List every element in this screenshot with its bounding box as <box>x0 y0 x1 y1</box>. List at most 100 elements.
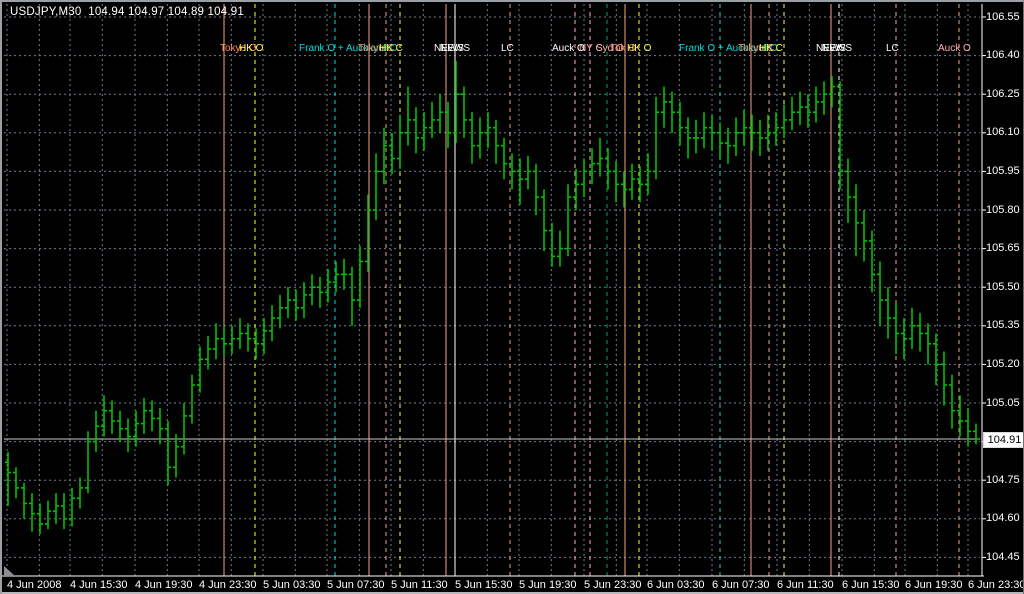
ohlc-bar <box>669 91 675 133</box>
ohlc-bar <box>653 96 659 180</box>
ohlc-bar <box>13 467 19 499</box>
ohlc-bar <box>445 101 451 149</box>
time-axis-label: 6 Jun 19:30 <box>905 579 963 591</box>
ohlc-bar <box>557 230 563 267</box>
ohlc-bar <box>157 408 163 445</box>
ohlc-bar <box>533 163 539 216</box>
ohlc-bar <box>821 81 827 115</box>
time-axis-label: 5 Jun 23:30 <box>584 579 642 591</box>
ohlc-bar <box>325 269 331 303</box>
ohlc-bar <box>405 86 411 146</box>
ohlc-bar <box>573 168 579 210</box>
session-label: NY C <box>579 43 603 54</box>
ohlc-bar <box>493 119 499 164</box>
ohlc-bar <box>869 230 875 293</box>
ohlc-bar <box>397 114 403 169</box>
ohlc-bar <box>205 336 211 370</box>
ohlc-bar <box>517 158 523 205</box>
ohlc-bar <box>133 410 139 447</box>
ohlc-bar <box>285 287 291 319</box>
session-label: Tokyo C <box>738 43 775 54</box>
ohlc-bar <box>949 374 955 429</box>
ohlc-bar <box>373 153 379 221</box>
ohlc-bar <box>597 137 603 177</box>
ohlc-bar <box>461 86 467 138</box>
ohlc-bar <box>829 76 835 108</box>
ohlc-bar <box>141 397 147 434</box>
ohlc-bar <box>93 410 99 452</box>
ohlc-bar <box>885 287 891 339</box>
ohlc-bar <box>221 328 227 357</box>
price-axis-label: 105.05 <box>986 396 1020 409</box>
ohlc-bar <box>789 96 795 131</box>
price-axis-label: 106.40 <box>986 49 1020 62</box>
ohlc-bar <box>525 156 531 190</box>
ohlc-bar <box>581 158 587 198</box>
time-axis-label: 5 Jun 03:30 <box>263 579 321 591</box>
price-axis-label: 105.65 <box>986 242 1020 255</box>
ohlc-bar <box>349 266 355 326</box>
ohlc-bar <box>845 158 851 223</box>
ohlc-bar <box>605 148 611 190</box>
ohlc-bar <box>45 500 51 530</box>
ohlc-bar <box>805 94 811 128</box>
ohlc-bar <box>685 117 691 159</box>
time-axis-label: 6 Jun 15:30 <box>842 579 900 591</box>
ohlc-bar <box>813 86 819 123</box>
ohlc-bar <box>749 114 755 151</box>
session-label: NEWS <box>816 43 846 54</box>
ohlc-bar <box>21 482 27 519</box>
ohlc-bar <box>149 400 155 432</box>
ohlc-bar <box>37 503 43 535</box>
ohlc-bar <box>181 403 187 455</box>
price-axis-label: 106.55 <box>986 10 1020 23</box>
ohlc-bar <box>925 323 931 365</box>
ohlc-bar <box>429 101 435 138</box>
price-axis-label: 105.95 <box>986 164 1020 177</box>
time-axis-label: 6 Jun 23:30 <box>968 579 1024 591</box>
ohlc-bar <box>853 184 859 257</box>
scroll-corner-triangle-icon <box>4 566 15 576</box>
ohlc-bar <box>453 60 459 144</box>
price-axis-label: 105.80 <box>986 203 1020 216</box>
ohlc-bar <box>725 127 731 164</box>
time-axis-label: 5 Jun 07:30 <box>327 579 385 591</box>
ohlc-bar <box>549 222 555 267</box>
session-label: HK C <box>759 43 783 54</box>
session-label: LC <box>886 43 899 54</box>
window-bottom-edge <box>2 592 1023 594</box>
ohlc-bar <box>781 104 787 138</box>
ohlc-bar <box>693 119 699 154</box>
time-axis-label: 4 Jun 15:30 <box>70 579 128 591</box>
ohlc-bar <box>621 171 627 208</box>
price-axis-label: 104.60 <box>986 512 1020 525</box>
ohlc-bar <box>5 451 11 506</box>
ohlc-bar <box>957 395 963 437</box>
ohlc-bar <box>437 94 443 133</box>
time-axis-label: 6 Jun 11:30 <box>777 579 834 591</box>
ohlc-bar <box>229 325 235 355</box>
time-axis-label: 5 Jun 11:30 <box>391 579 448 591</box>
ohlc-bar <box>861 210 867 262</box>
session-label: HK O <box>627 43 652 54</box>
ohlc-bar <box>757 119 763 156</box>
ohlc-bar <box>317 276 323 308</box>
ohlc-bar <box>165 421 171 486</box>
ohlc-bar <box>85 431 91 494</box>
session-label: LC <box>501 43 514 54</box>
ohlc-bar <box>245 323 251 352</box>
chart-title: USDJPY,M30 104.94 104.97 104.89 104.91 <box>10 6 244 18</box>
ohlc-bar <box>661 86 667 128</box>
ohlc-bar <box>109 400 115 434</box>
ohlc-bar <box>381 127 387 185</box>
ohlc-bar <box>197 346 203 393</box>
time-axis-label: 4 Jun 19:30 <box>135 579 193 591</box>
ohlc-bar <box>717 122 723 159</box>
ohlc-bar <box>741 109 747 146</box>
ohlc-bar <box>733 117 739 156</box>
ohlc-bar <box>125 418 131 452</box>
ohlc-bar <box>677 101 683 146</box>
ohlc-bar <box>765 114 771 151</box>
